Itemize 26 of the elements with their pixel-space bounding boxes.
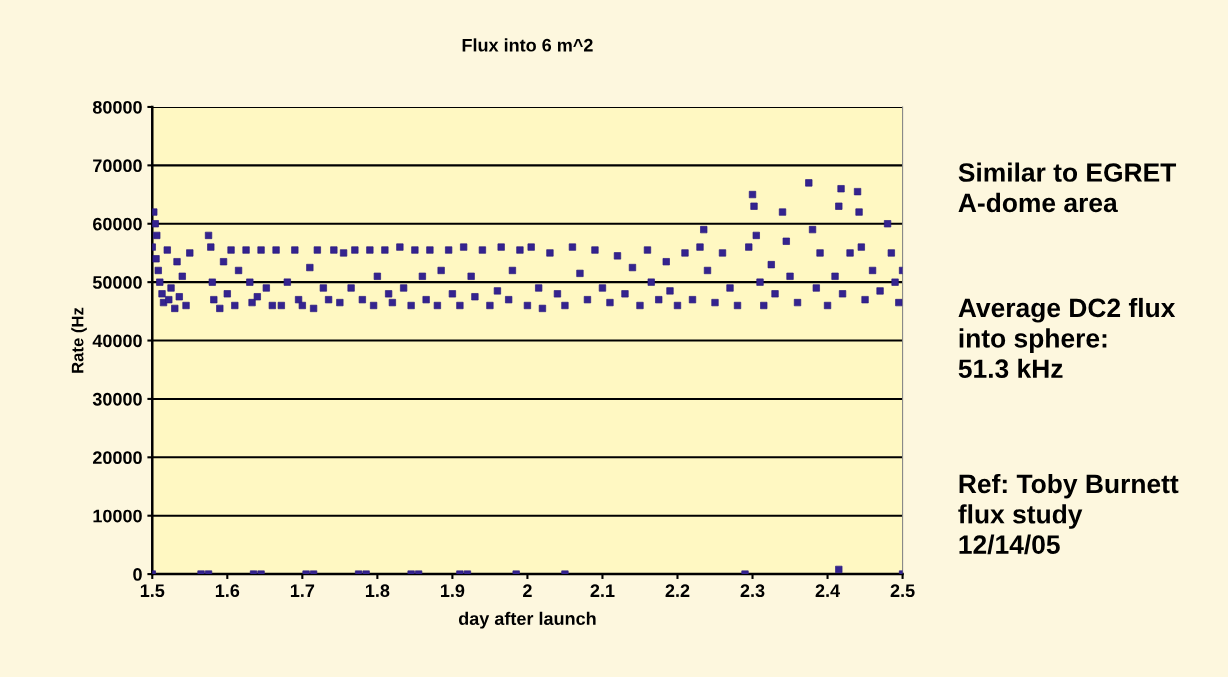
x-tick-label: 2.2	[665, 584, 690, 597]
x-tick-label: 2.3	[740, 584, 765, 598]
x-tick-label: 1.6	[215, 584, 240, 598]
y-tick-label: 40000	[92, 334, 142, 348]
x-tick-label: 1.8	[365, 584, 390, 598]
text: Ref: Toby Burnett flux study 12/14/05	[958, 473, 1179, 555]
x-axis-title: day after launch	[458, 611, 596, 629]
x-tick-label: 2.1	[590, 584, 615, 597]
text: Similar to EGRET A-dome area	[958, 162, 1177, 213]
text: Average DC2 flux into sphere: 51.3 kHz	[958, 297, 1176, 379]
y-tick-label: 60000	[93, 217, 142, 231]
x-tick-label: 2.5	[890, 584, 915, 598]
y-tick-label: 0	[133, 568, 142, 581]
y-tick-label: 30000	[92, 392, 142, 406]
x-tick-label: 2.4	[815, 584, 840, 597]
y-tick-label: 20000	[92, 451, 142, 465]
y-tick-label: 80000	[92, 100, 142, 114]
x-tick-label: 1.7	[290, 584, 315, 597]
y-tick-label: 10000	[93, 509, 142, 523]
chart-title: Flux into 6 m^2	[462, 38, 593, 52]
y-tick-label: 50000	[92, 276, 142, 289]
x-tick-label: 1.5	[140, 584, 165, 598]
y-axis-title: Rate (Hz	[71, 307, 87, 373]
x-tick-label: 2	[523, 584, 532, 597]
x-tick-label: 1.9	[440, 584, 465, 598]
y-tick-label: 70000	[93, 159, 142, 173]
